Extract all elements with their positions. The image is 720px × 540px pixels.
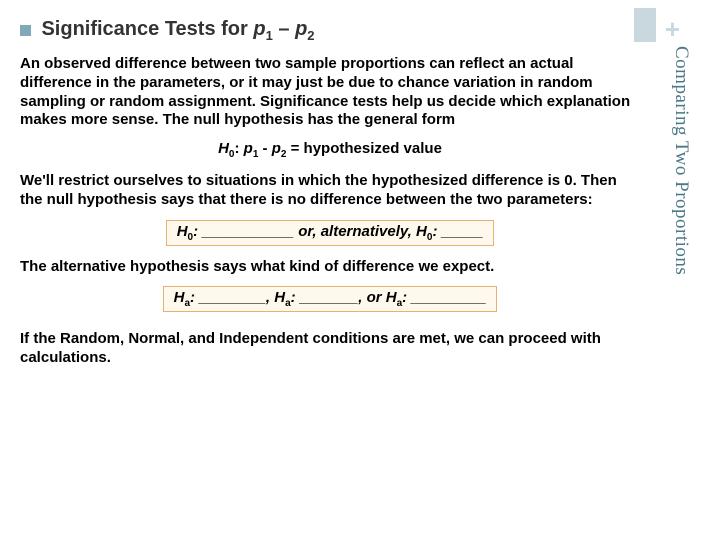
- slide-title: Significance Tests for p1 – p2: [20, 18, 640, 43]
- section-label: Comparing Two Proportions: [670, 46, 692, 275]
- ha-box: Ha: ________, Ha: _______, or Ha: ______…: [163, 286, 498, 312]
- title-var1: p: [253, 18, 265, 40]
- paragraph-4: If the Random, Normal, and Independent c…: [20, 330, 640, 368]
- paragraph-3: The alternative hypothesis says what kin…: [20, 258, 640, 277]
- plus-icon: +: [665, 14, 680, 45]
- box-row-2: Ha: ________, Ha: _______, or Ha: ______…: [20, 286, 640, 312]
- h0-box: H0: ___________ or, alternatively, H0: _…: [166, 220, 495, 246]
- title-lead: Significance: [41, 18, 159, 40]
- paragraph-1: An observed difference between two sampl…: [20, 55, 640, 130]
- null-hypothesis-formula: H0: p1 - p2 = hypothesized value: [218, 140, 442, 160]
- formula-row-1: H0: p1 - p2 = hypothesized value: [20, 140, 640, 160]
- title-sub2: 2: [307, 28, 314, 43]
- title-rest: Tests for: [159, 18, 253, 40]
- bullet-icon: [20, 25, 31, 36]
- content-area: Significance Tests for p1 – p2 An observ…: [20, 18, 640, 378]
- title-text: Significance Tests for p1 – p2: [41, 18, 314, 40]
- title-var2: p: [295, 18, 307, 40]
- side-tab: [634, 8, 656, 42]
- title-sub1: 1: [266, 28, 273, 43]
- title-dash: –: [273, 18, 295, 40]
- paragraph-2: We'll restrict ourselves to situations i…: [20, 172, 640, 210]
- box-row-1: H0: ___________ or, alternatively, H0: _…: [20, 220, 640, 246]
